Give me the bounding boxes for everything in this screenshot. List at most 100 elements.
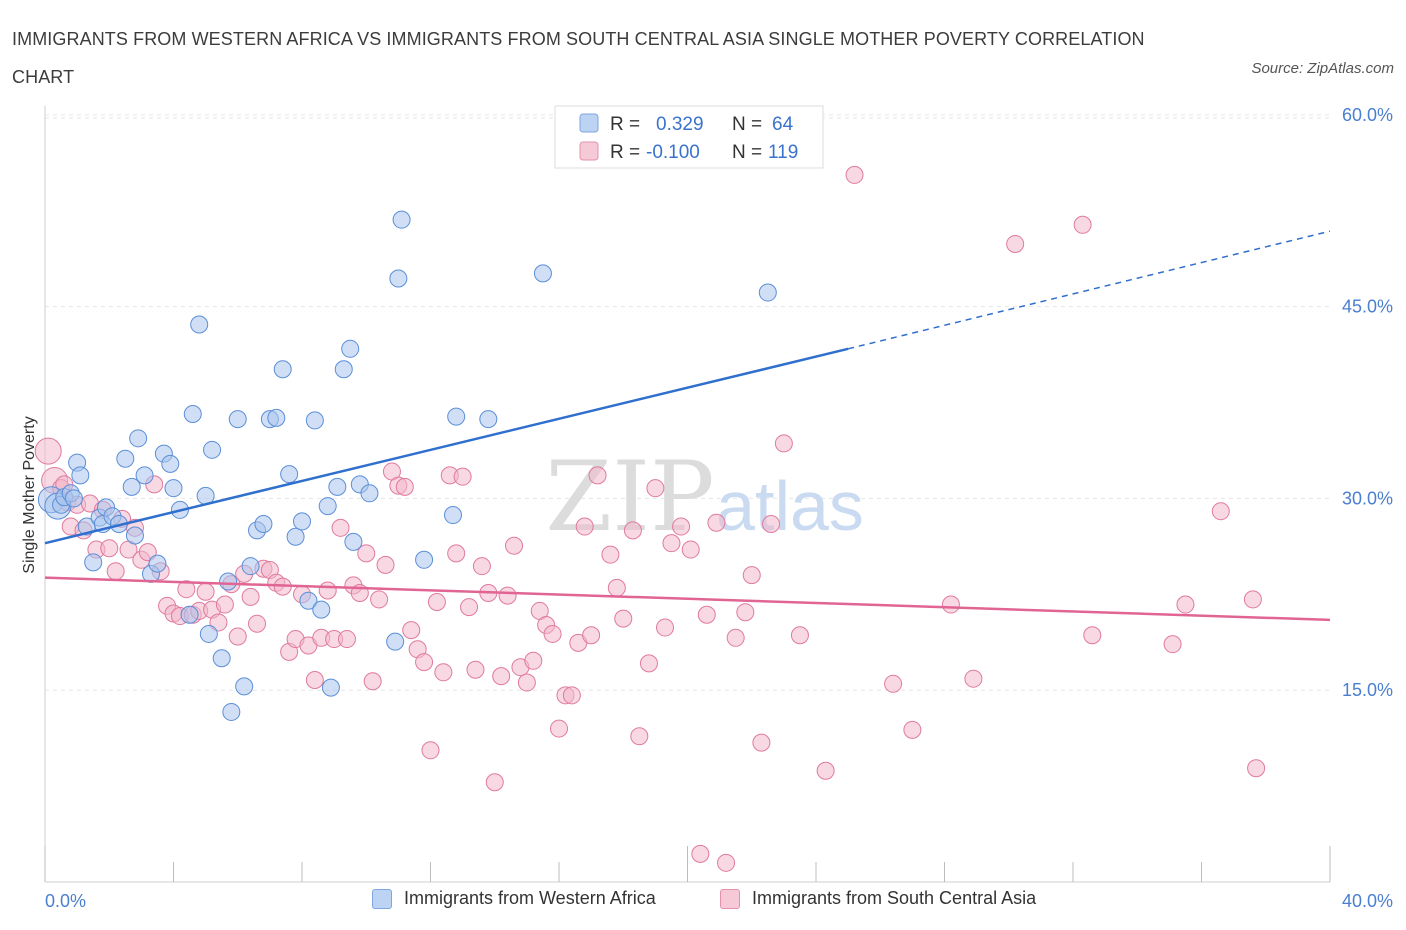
data-point xyxy=(212,649,231,668)
trend-line-pink xyxy=(44,576,1331,622)
source-label: Source: ZipAtlas.com xyxy=(1251,60,1394,77)
data-point xyxy=(607,578,626,597)
data-point xyxy=(736,603,755,622)
data-point xyxy=(662,534,681,553)
trend-line-blue xyxy=(44,347,849,545)
data-point xyxy=(479,410,498,429)
data-point xyxy=(656,618,675,637)
data-point xyxy=(623,521,642,540)
data-point xyxy=(360,484,379,503)
data-point xyxy=(588,466,607,485)
data-point xyxy=(1083,626,1102,645)
data-point xyxy=(116,449,135,468)
data-point xyxy=(318,497,337,516)
bottom-legend-label-south-central-asia: Immigrants from South Central Asia xyxy=(752,888,1037,908)
legend-n-value-pink: 119 xyxy=(768,142,798,163)
chart-title: IMMIGRANTS FROM WESTERN AFRICA VS IMMIGR… xyxy=(12,29,1145,87)
data-point xyxy=(161,454,180,473)
data-point xyxy=(742,566,761,585)
data-point xyxy=(1243,590,1262,609)
trend-lines xyxy=(44,230,1331,622)
data-point xyxy=(498,586,517,605)
data-point xyxy=(614,609,633,628)
data-point xyxy=(267,408,286,427)
x-tick-label-max: 40.0% xyxy=(1342,891,1393,911)
data-point xyxy=(293,512,311,531)
data-point xyxy=(34,437,62,465)
data-point xyxy=(180,605,199,624)
data-point xyxy=(148,554,167,573)
legend-box: R = 0.329 N = 64 R = -0.100 N = 119 xyxy=(554,105,824,169)
bottom-legend-item-western-africa: Immigrants from Western Africa xyxy=(372,888,656,909)
data-point xyxy=(415,550,434,569)
data-point xyxy=(280,465,299,484)
data-point xyxy=(524,651,543,670)
data-point xyxy=(203,440,222,459)
data-point xyxy=(1073,215,1092,234)
data-point xyxy=(376,555,395,574)
data-point xyxy=(762,514,781,533)
data-point xyxy=(533,264,552,283)
watermark: ZIP atlas xyxy=(545,441,864,553)
legend-r-value-blue: 0.329 xyxy=(656,114,704,135)
data-point xyxy=(100,539,119,558)
data-point xyxy=(84,553,103,572)
data-point xyxy=(434,663,453,682)
data-point xyxy=(199,624,218,643)
data-point xyxy=(447,407,466,426)
data-point xyxy=(273,360,292,379)
blue-series-points xyxy=(37,210,777,721)
legend-n-label-blue: N = xyxy=(732,114,762,135)
data-point xyxy=(562,686,581,705)
data-point xyxy=(758,283,777,302)
bottom-legend-pink-swatch xyxy=(720,888,740,909)
data-point xyxy=(427,592,446,611)
data-point xyxy=(672,517,691,536)
data-point xyxy=(681,540,700,559)
data-point xyxy=(389,269,408,288)
bottom-legend-label-western-africa: Immigrants from Western Africa xyxy=(404,888,656,908)
data-point xyxy=(357,544,376,563)
data-point xyxy=(286,527,305,546)
data-point xyxy=(241,587,260,606)
data-point xyxy=(630,727,649,746)
data-point xyxy=(241,557,260,576)
watermark-atlas: atlas xyxy=(716,467,864,545)
data-point xyxy=(845,165,864,184)
data-point xyxy=(196,582,215,601)
data-point xyxy=(903,720,922,739)
x-tick-label-min: 0.0% xyxy=(45,891,86,911)
y-tick-label: 60.0% xyxy=(1342,105,1393,125)
data-point xyxy=(164,479,183,498)
trend-line-blue-extension xyxy=(847,230,1331,350)
data-point xyxy=(726,628,745,647)
data-point xyxy=(415,653,434,672)
data-point xyxy=(305,670,324,689)
data-point xyxy=(1211,502,1230,521)
data-point xyxy=(183,405,202,424)
data-point xyxy=(209,613,228,632)
y-axis-title: Single Mother Poverty xyxy=(21,416,38,573)
data-point xyxy=(485,773,504,792)
data-point xyxy=(601,545,620,564)
data-point xyxy=(321,678,340,697)
data-point xyxy=(235,677,254,696)
data-point xyxy=(328,477,347,496)
data-point xyxy=(395,477,414,496)
data-point xyxy=(884,674,903,693)
data-point xyxy=(543,624,562,643)
y-tick-label: 45.0% xyxy=(1342,297,1393,317)
legend-pink-swatch xyxy=(579,141,599,161)
y-tick-label: 30.0% xyxy=(1342,488,1393,508)
data-point xyxy=(254,514,273,533)
data-point xyxy=(466,660,485,679)
data-point xyxy=(215,595,234,614)
legend-r-label-pink: R = xyxy=(610,142,640,163)
data-point xyxy=(453,467,472,486)
data-point xyxy=(472,557,491,576)
data-point xyxy=(392,210,411,229)
data-point xyxy=(228,410,247,429)
data-point xyxy=(135,466,154,485)
data-point xyxy=(1176,595,1195,614)
data-point xyxy=(370,590,389,609)
